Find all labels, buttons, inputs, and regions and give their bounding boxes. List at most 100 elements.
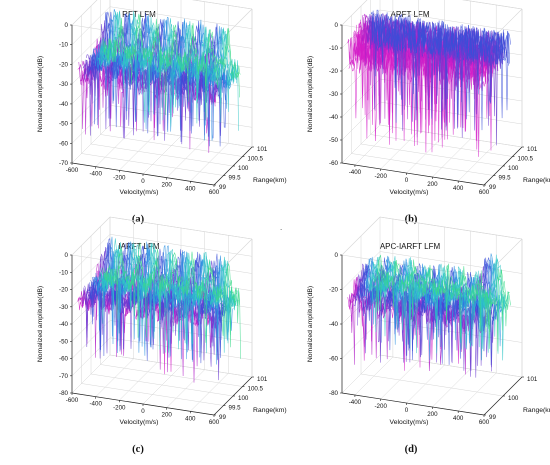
z-tick-label: -20 xyxy=(59,287,69,294)
x-tick-label: -400 xyxy=(349,169,362,176)
grid-line xyxy=(379,251,523,274)
grid-line xyxy=(100,134,243,157)
x-axis-label: Velocity(m/s) xyxy=(120,419,159,426)
z-tick-label: -30 xyxy=(329,91,339,98)
x-tick-label: -200 xyxy=(113,404,126,411)
z-tick-label: -60 xyxy=(59,140,69,147)
surface-trace xyxy=(100,243,238,353)
z-tick-label: -20 xyxy=(329,68,339,75)
x-tick-label: 200 xyxy=(162,412,173,419)
z-axis-label: Nomalized amplitude(dB) xyxy=(307,56,314,132)
z-tick-label: -60 xyxy=(329,356,339,363)
box-edge xyxy=(341,216,381,256)
y-axis-label: Range(km) xyxy=(523,407,550,414)
surface-trace xyxy=(104,14,241,120)
z-tick-label: -80 xyxy=(329,390,339,397)
x-tick-label: -400 xyxy=(90,401,103,408)
grid-line xyxy=(379,124,523,148)
y-tick-label: 100.5 xyxy=(248,156,264,163)
y-tick-label: 99.5 xyxy=(229,175,242,182)
x-tick-label: 400 xyxy=(453,185,464,192)
x-axis-line xyxy=(341,392,485,416)
z-tick-label: -30 xyxy=(59,304,69,311)
z-tick-label: -50 xyxy=(59,338,69,345)
grid-line xyxy=(100,364,243,387)
surface-trace xyxy=(374,9,511,120)
box-edge xyxy=(109,216,253,240)
x-axis-label: Velocity(m/s) xyxy=(390,419,429,426)
z-axis-label: Nomalized amplitude(dB) xyxy=(307,286,314,362)
grid-line xyxy=(109,354,253,378)
grid-line xyxy=(81,153,224,176)
x-tick-label: 600 xyxy=(479,189,490,196)
grid-line xyxy=(81,383,224,406)
panel-c: IARFT LFM (c) -600-400-20002004006009999… xyxy=(37,216,287,455)
z-tick-label: -70 xyxy=(59,160,69,167)
x-tick-label: 200 xyxy=(427,181,438,188)
z-tick-label: -10 xyxy=(59,269,69,276)
box-edge xyxy=(341,0,368,26)
z-tick-label: -40 xyxy=(59,101,69,108)
z-tick-label: -20 xyxy=(329,287,339,294)
x-tick-label: 400 xyxy=(185,185,196,192)
surface-trace xyxy=(99,12,237,123)
box-edge xyxy=(483,238,523,278)
z-tick-label: -60 xyxy=(59,356,69,363)
panel-a: RFT LFM (a) -600-400-20002004006009999.5… xyxy=(37,0,287,225)
grid-line xyxy=(360,373,504,397)
x-tick-label: -400 xyxy=(90,171,103,178)
z-tick-label: -30 xyxy=(59,81,69,88)
surface-trace xyxy=(97,238,235,353)
y-tick-label: 99.5 xyxy=(499,175,512,182)
panel-caption: (b) xyxy=(405,214,418,225)
y-axis-label: Range(km) xyxy=(253,177,287,184)
x-tick-label: 400 xyxy=(185,415,196,422)
y-tick-label: 99 xyxy=(489,414,496,421)
z-tick-label: -20 xyxy=(59,61,69,68)
z-axis-label: Nomalized amplitude(dB) xyxy=(37,286,44,362)
grid-line xyxy=(90,143,234,167)
box-edge xyxy=(379,216,523,240)
grid-line xyxy=(370,134,513,157)
y-tick-label: 100.5 xyxy=(248,386,264,393)
stray-mark: . xyxy=(280,223,282,232)
z-tick-label: -80 xyxy=(59,390,69,397)
grid-line xyxy=(462,0,523,10)
y-tick-label: 101 xyxy=(257,146,268,153)
x-tick-label: -400 xyxy=(349,399,362,406)
panel-caption: (c) xyxy=(132,444,144,455)
z-tick-label: -40 xyxy=(59,321,69,328)
grid-line xyxy=(360,143,504,167)
z-tick-label: -10 xyxy=(59,42,69,49)
z-tick-label: -40 xyxy=(329,114,339,121)
x-tick-label: -200 xyxy=(375,173,388,180)
box-edge xyxy=(71,216,111,256)
y-tick-label: 100 xyxy=(508,395,519,402)
x-tick-label: -600 xyxy=(66,167,79,174)
y-tick-label: 99.5 xyxy=(229,405,242,412)
z-tick-label: -50 xyxy=(59,121,69,128)
z-tick-label: -50 xyxy=(329,137,339,144)
x-tick-label: -200 xyxy=(113,174,126,181)
panel-caption: (a) xyxy=(132,214,145,225)
z-tick-label: -10 xyxy=(329,45,339,52)
box-edge xyxy=(191,0,253,10)
grid-line xyxy=(379,354,523,378)
y-tick-label: 101 xyxy=(527,376,538,383)
z-tick-label: -70 xyxy=(59,373,69,380)
x-tick-label: 200 xyxy=(427,411,438,418)
y-tick-label: 100 xyxy=(508,165,519,172)
surface xyxy=(347,253,511,378)
x-tick-label: 200 xyxy=(162,182,173,189)
y-tick-label: 99 xyxy=(219,184,226,191)
grid-line xyxy=(90,373,234,397)
z-tick-label: -40 xyxy=(329,321,339,328)
y-axis-label: Range(km) xyxy=(523,177,550,184)
x-tick-label: 0 xyxy=(141,178,145,185)
x-tick-label: 400 xyxy=(453,415,464,422)
box-edge xyxy=(71,0,98,26)
panel-b: ARFT LFM (b) -400-20002004006009999.5100… xyxy=(307,0,550,225)
z-tick-label: -60 xyxy=(329,160,339,167)
x-tick-label: 600 xyxy=(479,419,490,426)
